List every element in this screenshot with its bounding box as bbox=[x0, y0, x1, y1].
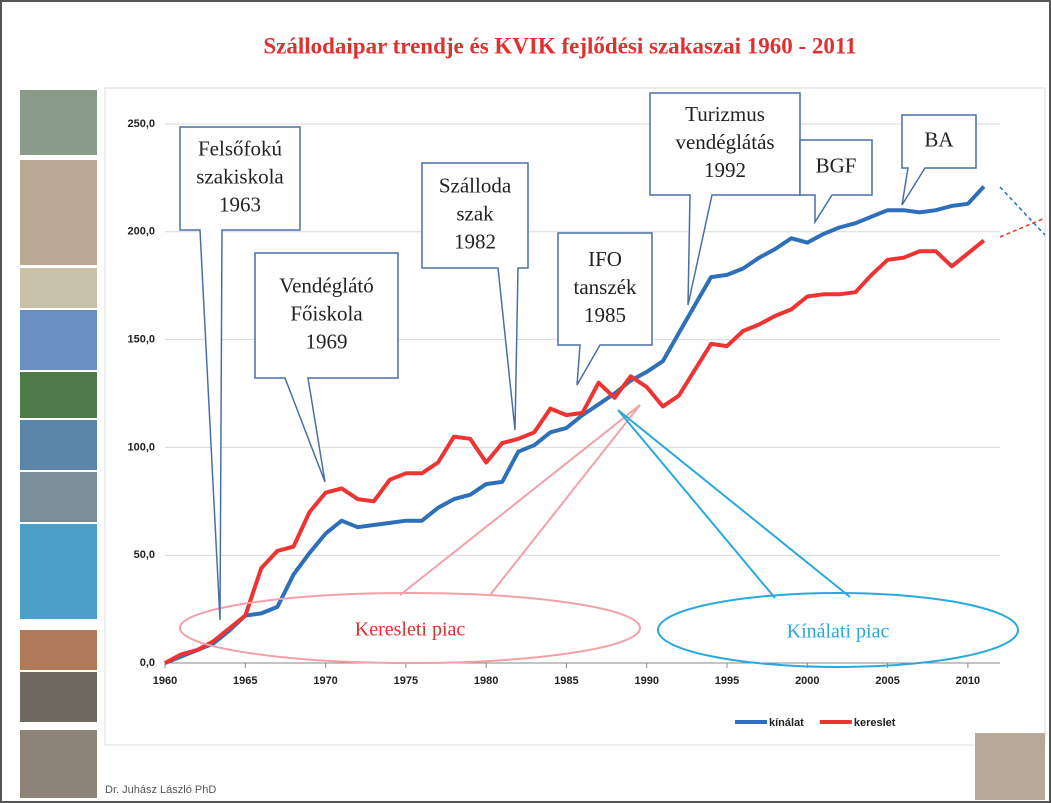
callout-text: BA bbox=[924, 127, 954, 151]
callout-text: 1982 bbox=[454, 229, 496, 253]
x-tick-label: 1990 bbox=[634, 675, 658, 687]
x-tick-label: 2010 bbox=[956, 675, 980, 687]
x-tick-label: 1980 bbox=[474, 675, 498, 687]
y-tick-label: 200,0 bbox=[127, 226, 155, 238]
callout-text: szak bbox=[456, 201, 494, 225]
callout-text: 1969 bbox=[306, 329, 348, 353]
x-tick-label: 1960 bbox=[153, 675, 177, 687]
region-label: Kínálati piac bbox=[787, 621, 890, 643]
y-tick-label: 100,0 bbox=[127, 441, 155, 453]
callout-text: Felsőfokú bbox=[198, 136, 283, 160]
legend-label: kínálat bbox=[769, 717, 804, 729]
callout-text: IFO bbox=[588, 247, 622, 271]
callout-text: Turizmus bbox=[685, 102, 765, 126]
x-tick-label: 1975 bbox=[394, 675, 418, 687]
author: Dr. Juhász László PhD bbox=[105, 784, 216, 796]
callout-text: BGF bbox=[816, 153, 857, 177]
y-tick-label: 0,0 bbox=[140, 657, 155, 669]
callout-text: 1985 bbox=[584, 303, 626, 327]
callout-text: tanszék bbox=[574, 275, 637, 299]
legend-label: kereslet bbox=[854, 717, 896, 729]
callout-text: 1963 bbox=[219, 192, 261, 216]
x-tick-label: 2000 bbox=[795, 675, 819, 687]
slide: Szállodaipar trendje és KVIK fejlődési s… bbox=[0, 0, 1051, 803]
x-tick-label: 1985 bbox=[554, 675, 578, 687]
x-tick-label: 1970 bbox=[313, 675, 337, 687]
y-tick-label: 50,0 bbox=[134, 549, 155, 561]
x-tick-label: 1995 bbox=[715, 675, 739, 687]
region-label: Keresleti piac bbox=[355, 619, 466, 641]
callout-text: Szálloda bbox=[439, 173, 512, 197]
x-tick-label: 2005 bbox=[875, 675, 899, 687]
chart-title: Szállodaipar trendje és KVIK fejlődési s… bbox=[263, 33, 856, 58]
callout-text: Vendéglátó bbox=[279, 273, 373, 297]
x-tick-label: 1965 bbox=[233, 675, 257, 687]
y-tick-label: 250,0 bbox=[127, 118, 155, 130]
callout-text: vendéglátás bbox=[675, 130, 774, 154]
y-tick-label: 150,0 bbox=[127, 334, 155, 346]
callout-text: 1992 bbox=[704, 158, 746, 182]
callout-text: szakiskola bbox=[196, 164, 284, 188]
callout-text: Főiskola bbox=[290, 301, 363, 325]
